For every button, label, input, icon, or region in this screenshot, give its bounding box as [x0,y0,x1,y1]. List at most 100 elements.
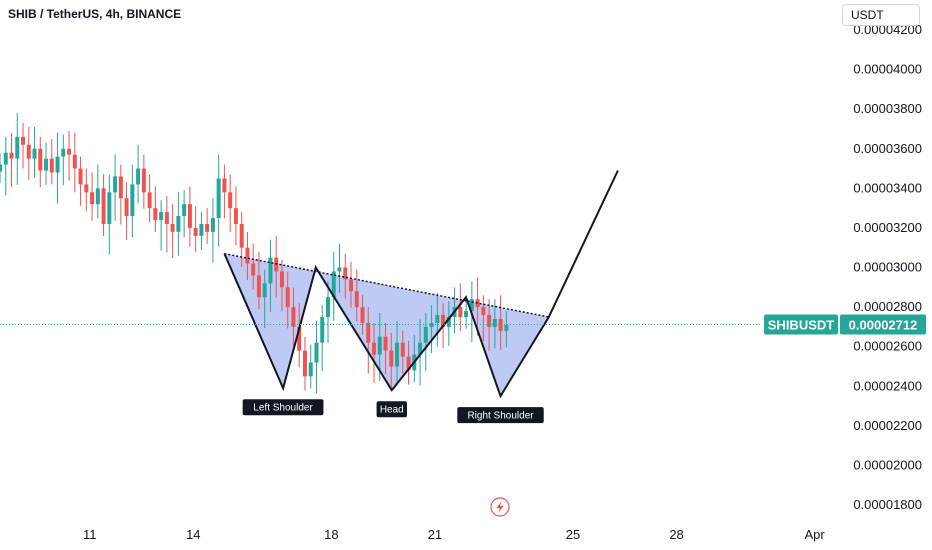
candle [187,186,192,247]
candle-body [343,267,348,280]
candle-body [159,212,164,220]
candle [193,206,198,253]
candle [435,293,440,347]
annotation-text: Left Shoulder [253,403,313,414]
candle [400,330,405,374]
candle-body [325,297,330,317]
candle-body [3,152,8,165]
time-tick-label: 18 [324,527,338,542]
candle-body [199,223,204,236]
candle-body [245,247,250,264]
candle [159,200,164,251]
candle-body [84,184,89,193]
candle [325,281,330,344]
annotation-text: Right Shoulder [467,411,534,422]
candle-body [124,198,129,217]
candle [492,299,497,349]
candle-body [314,342,319,363]
price-tick-label: 0.00002800 [853,299,922,314]
candle-body [285,287,290,308]
pattern-zigzag-line [223,170,619,399]
candle-body [107,192,112,224]
annotation-box [242,399,324,416]
candle-body [0,164,2,172]
candle [446,301,451,346]
candle [136,144,141,204]
candle-body [118,176,123,199]
candle [320,305,325,372]
candle [337,243,342,293]
candle [153,186,158,232]
candle-body [153,208,158,220]
price-tick-label: 0.00002200 [853,418,922,433]
candle-body [279,271,284,288]
candle [331,251,336,321]
price-tick-label: 0.00002000 [853,457,922,472]
time-axis[interactable]: 11 14 18 21 25 28 Apr [83,527,825,542]
price-tick-label: 0.00003200 [853,220,922,235]
candle [429,305,434,353]
price-tick-label: 0.00003000 [853,260,922,275]
candle-body [481,307,486,315]
candle-body [349,279,354,292]
candle-body [130,184,135,217]
candle [9,132,14,188]
candle-body [251,263,256,276]
candle-body [61,148,66,157]
candle [90,172,95,221]
candle-body [395,342,400,367]
candle-body [458,307,463,317]
candle [141,154,146,209]
candle-body [182,204,187,217]
candle [291,287,296,346]
candle [32,126,37,178]
annotation-label: Left Shoulder [242,399,324,416]
candle-body [239,223,244,248]
candle-body [187,204,192,228]
candle [84,168,89,212]
candle [274,235,279,298]
candle [49,138,54,185]
time-tick-label: 21 [428,527,442,542]
candle-body [228,192,233,209]
price-tick-label: 0.00002400 [853,378,922,393]
candle-body [446,316,451,327]
candle-body [498,318,503,331]
candle [182,190,187,238]
pattern-annotations: Left Shoulder Head Right Shoulder [242,399,544,424]
price-tag-box [840,314,926,335]
candle [26,126,31,181]
candle-body [193,227,198,236]
price-axis[interactable]: 0.000042000.000040000.000038000.00003600… [853,22,922,512]
candle [222,164,227,219]
candle-body [383,336,388,351]
candle [38,136,43,188]
candle [101,174,106,236]
candle-body [9,152,14,159]
candle [481,295,486,342]
candle [406,340,411,385]
candle [383,322,388,375]
candle [21,123,26,169]
time-tick-label: 25 [566,527,580,542]
lightning-icon[interactable] [490,497,510,517]
candle [147,174,152,223]
candle-body [113,176,118,193]
pattern-fill [224,253,549,397]
pattern-lines [0,170,762,399]
currency-select[interactable]: USDT [842,4,920,26]
candle [78,156,83,206]
candle-body [262,283,267,298]
candle [285,271,290,329]
candle-body [233,208,238,224]
candle-body [469,299,474,312]
neckline [224,252,549,318]
price-tick-label: 0.00003400 [853,180,922,195]
candle [228,174,233,232]
candle-body [291,307,296,327]
candle-body [21,136,26,145]
candle [475,277,480,336]
candle-body [308,362,313,377]
candle-body [44,158,49,171]
